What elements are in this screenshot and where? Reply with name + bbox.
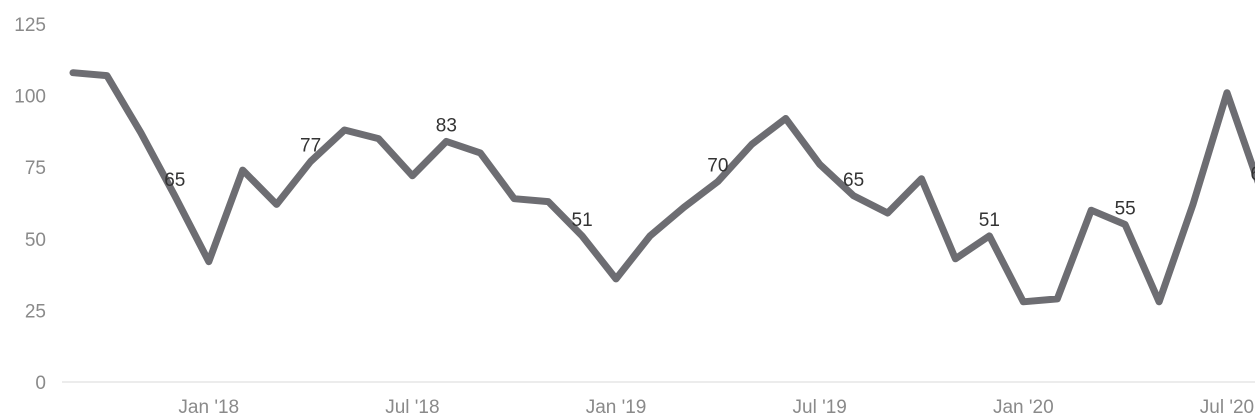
data-label: 51 — [572, 210, 593, 231]
data-label: 67 — [1250, 164, 1255, 185]
y-tick-label: 75 — [25, 158, 46, 179]
x-tick-label: Jan '20 — [993, 397, 1054, 418]
data-label: 51 — [979, 210, 1000, 231]
x-tick-label: Jan '18 — [178, 397, 239, 418]
x-axis-ticks: Jan '18 Jul '18 Jan '19 Jul '19 Jan '20 Jul '… — [178, 397, 1254, 418]
data-labels: 65 77 83 51 70 65 51 55 67 — [164, 115, 1255, 231]
data-label: 55 — [1115, 198, 1136, 219]
series-group — [69, 69, 1255, 306]
data-label: 65 — [164, 170, 185, 191]
y-tick-label: 50 — [25, 230, 46, 251]
x-tick-label: Jul '19 — [793, 397, 847, 418]
y-tick-label: 0 — [35, 373, 46, 394]
data-label: 65 — [843, 170, 864, 191]
series-line — [69, 69, 1255, 306]
x-tick-label: Jul '20 — [1200, 397, 1254, 418]
y-tick-label: 25 — [25, 301, 46, 322]
data-label: 77 — [300, 135, 321, 156]
x-tick-label: Jul '18 — [385, 397, 439, 418]
x-tick-label: Jan '19 — [586, 397, 647, 418]
y-tick-label: 100 — [14, 87, 46, 108]
data-label: 70 — [707, 156, 728, 177]
data-label: 83 — [436, 115, 457, 136]
y-axis-ticks: 0 25 50 75 100 125 — [14, 15, 46, 394]
y-tick-label: 125 — [14, 15, 46, 36]
